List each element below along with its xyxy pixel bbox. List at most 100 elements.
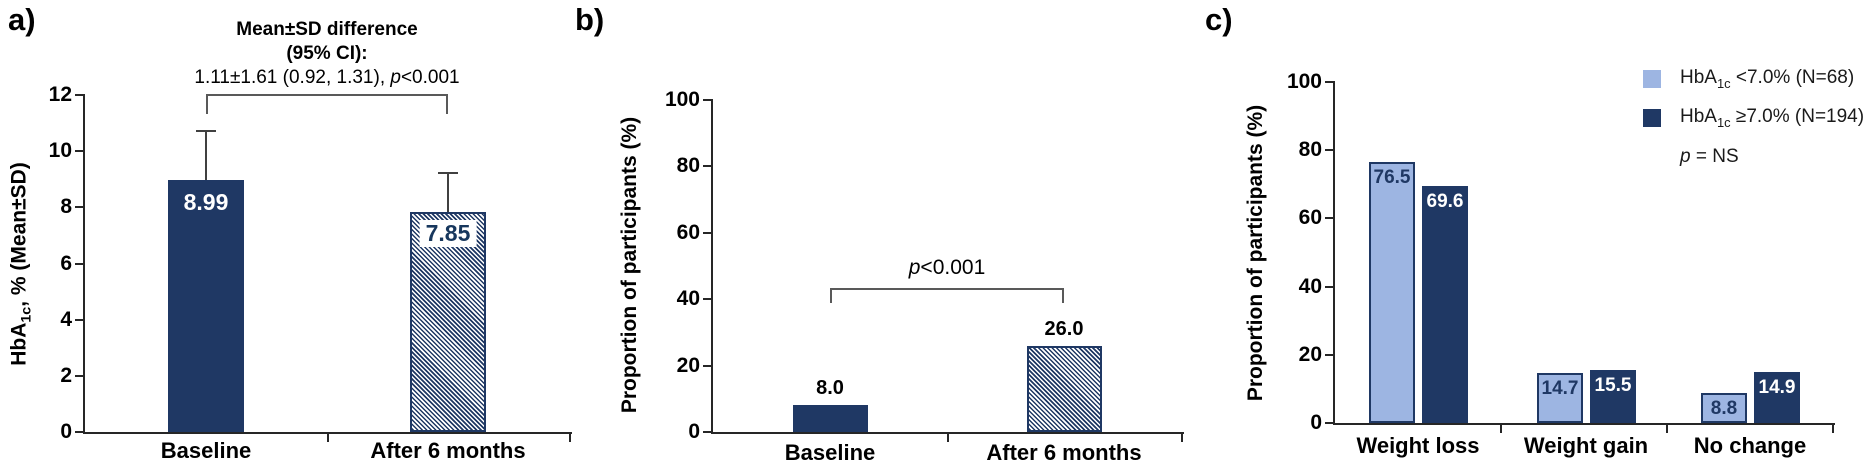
y-tick	[1325, 354, 1333, 356]
y-tick	[75, 206, 83, 208]
value-label: 7.85	[419, 220, 477, 247]
y-tick	[1325, 81, 1333, 83]
y-tick-label: 40	[676, 287, 700, 310]
legend: HbA1c <7.0% (N=68) HbA1c ≥7.0% (N=194) p…	[1643, 66, 1864, 183]
panel-label-a: a)	[8, 2, 36, 37]
y-tick-label: 20	[1298, 343, 1322, 366]
bar-after-6-months	[1027, 346, 1102, 432]
y-tick	[703, 232, 711, 234]
x-tick	[569, 434, 571, 442]
y-axis-label-b: Proportion of participants (%)	[618, 116, 641, 414]
y-tick-label: 0	[60, 420, 72, 443]
y-tick-label: 60	[676, 221, 700, 244]
y-tick	[703, 365, 711, 367]
panel-label-c: c)	[1205, 2, 1233, 37]
y-axis-label-c: Proportion of participants (%)	[1244, 104, 1267, 402]
y-tick-label: 4	[60, 308, 72, 331]
y-tick	[75, 150, 83, 152]
bar-baseline	[168, 180, 244, 432]
x-axis-line	[1333, 423, 1835, 425]
error-bar-stem	[205, 132, 207, 180]
y-tick-label: 0	[1310, 411, 1322, 434]
value-label: 14.9	[1758, 377, 1796, 398]
panel-label-b: b)	[575, 2, 605, 37]
value-label: 8.8	[1710, 398, 1738, 419]
bar-weight-loss-lt7	[1369, 162, 1415, 423]
category-label: After 6 months	[370, 438, 526, 463]
y-axis-line	[83, 94, 85, 434]
y-tick	[703, 298, 711, 300]
y-tick-label: 100	[1286, 70, 1322, 93]
y-tick	[75, 319, 83, 321]
panel-a-title: Mean±SD difference (95% CI): 1.11±1.61 (…	[194, 18, 459, 90]
error-bar-stem	[447, 174, 449, 212]
legend-item-hba1c-ge7: HbA1c ≥7.0% (N=194)	[1643, 105, 1864, 131]
y-tick-label: 80	[1298, 138, 1322, 161]
significance-label: p<0.001	[908, 256, 986, 279]
y-tick-label: 12	[48, 83, 72, 106]
value-label: 14.7	[1541, 378, 1579, 399]
category-label: After 6 months	[986, 440, 1142, 465]
y-tick	[1325, 217, 1333, 219]
legend-swatch-dark	[1643, 109, 1661, 127]
y-tick	[75, 263, 83, 265]
y-tick-label: 20	[676, 354, 700, 377]
x-tick	[1181, 434, 1183, 442]
value-label: 76.5	[1373, 167, 1411, 188]
significance-bracket-leg	[1062, 288, 1064, 303]
x-axis-line	[711, 432, 1184, 434]
bar-no-change-ge7	[1754, 372, 1800, 423]
y-tick-label: 60	[1298, 206, 1322, 229]
legend-p-value: p = NS	[1680, 146, 1739, 167]
x-tick	[1832, 425, 1834, 433]
x-tick	[327, 434, 329, 442]
y-tick	[1325, 149, 1333, 151]
category-label: No change	[1693, 433, 1807, 458]
value-label: 8.99	[183, 189, 229, 215]
value-label: 69.6	[1426, 191, 1464, 212]
title-line-2: (95% CI):	[286, 43, 368, 64]
y-tick-label: 0	[688, 420, 700, 443]
value-label: 15.5	[1594, 375, 1632, 396]
y-axis-line	[711, 99, 713, 434]
bar-after-6-months	[410, 212, 486, 432]
significance-bracket	[830, 288, 1064, 290]
significance-bracket-leg	[446, 94, 448, 114]
title-stat-line: 1.11±1.61 (0.92, 1.31), p<0.001	[194, 67, 460, 88]
y-tick	[1325, 286, 1333, 288]
category-label: Weight gain	[1523, 433, 1649, 458]
category-label: Baseline	[784, 440, 876, 465]
x-tick	[947, 434, 949, 442]
x-tick	[1500, 425, 1502, 433]
y-tick-label: 2	[60, 364, 72, 387]
legend-item-hba1c-lt7: HbA1c <7.0% (N=68)	[1643, 66, 1864, 92]
y-tick	[75, 431, 83, 433]
y-tick	[703, 431, 711, 433]
y-tick-label: 40	[1298, 275, 1322, 298]
y-tick	[1325, 422, 1333, 424]
bar-weight-gain-lt7	[1537, 373, 1583, 423]
y-tick-label: 8	[60, 195, 72, 218]
legend-note-p-ns: p = NS	[1643, 144, 1864, 170]
bar-weight-loss-ge7	[1422, 186, 1468, 423]
legend-label-ge7: HbA1c ≥7.0% (N=194)	[1680, 106, 1865, 130]
y-tick	[703, 99, 711, 101]
legend-label-lt7: HbA1c <7.0% (N=68)	[1680, 67, 1855, 91]
y-tick-label: 10	[48, 139, 72, 162]
significance-bracket-leg	[206, 94, 208, 114]
y-tick	[75, 94, 83, 96]
value-label: 26.0	[1044, 318, 1084, 340]
category-label: Baseline	[160, 438, 252, 463]
legend-swatch-light	[1643, 70, 1661, 88]
error-bar-cap	[196, 130, 216, 132]
bar-no-change-lt7	[1701, 393, 1747, 423]
x-tick	[1666, 425, 1668, 433]
y-tick	[75, 375, 83, 377]
y-tick-label: 6	[60, 252, 72, 275]
y-tick	[703, 165, 711, 167]
category-label: Weight loss	[1356, 433, 1480, 458]
significance-bracket	[206, 94, 448, 96]
value-label: 8.0	[816, 377, 844, 399]
bar-weight-gain-ge7	[1590, 370, 1636, 423]
